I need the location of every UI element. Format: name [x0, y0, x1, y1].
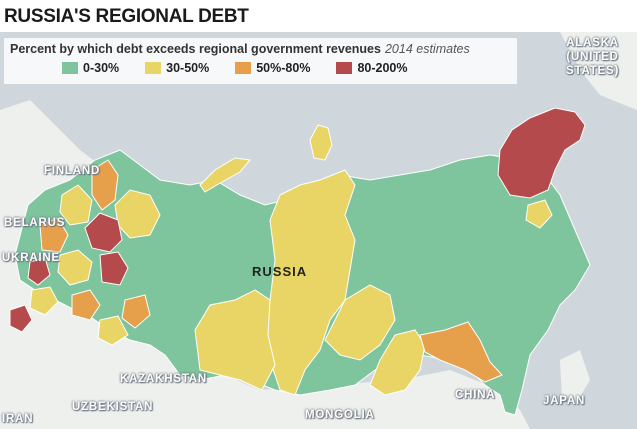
label-japan: JAPAN — [543, 395, 586, 407]
region-red-w3 — [99, 251, 129, 286]
legend-heading: Percent by which debt exceeds regional g… — [10, 42, 511, 56]
legend-swatch-red — [336, 62, 353, 74]
label-finland: FINLAND — [44, 165, 101, 177]
region-yellow-w9 — [97, 315, 129, 346]
legend-item: 0-30% — [62, 61, 119, 75]
legend-label: 50%-80% — [256, 61, 311, 75]
legend-swatch-orange — [235, 62, 252, 74]
legend-label: 0-30% — [83, 61, 120, 75]
region-orange-w8 — [121, 294, 151, 329]
label-mongolia: MONGOLIA — [305, 409, 375, 421]
region-orange-w1 — [39, 217, 69, 253]
legend: Percent by which debt exceeds regional g… — [4, 38, 517, 84]
label-belarus: BELARUS — [4, 217, 66, 229]
region-red-chukotka — [497, 107, 586, 199]
region-yellow-westsib — [194, 289, 276, 391]
label-alaska: ALASKA (UNITED STATES) — [566, 36, 619, 78]
region-yellow-w6 — [29, 286, 59, 316]
region-yellow-severnaya — [309, 124, 333, 161]
land-europe-asia — [0, 120, 530, 429]
label-china: CHINA — [455, 389, 496, 401]
label-kazakhstan: KAZAKHSTAN — [120, 373, 208, 385]
legend-item: 50%-80% — [235, 61, 310, 75]
land-alaska — [560, 32, 637, 110]
legend-label: 80-200% — [357, 61, 408, 75]
label-uzbekistan: UZBEKISTAN — [72, 401, 154, 413]
legend-item: 80-200% — [336, 61, 407, 75]
legend-note: 2014 estimates — [384, 42, 470, 56]
label-alaska-line3: STATES) — [566, 65, 620, 77]
region-red-w5 — [27, 257, 51, 286]
figure-title: RUSSIA'S REGIONAL DEBT — [4, 6, 249, 27]
russia-regional-debt-map — [0, 32, 637, 429]
region-yellow-chukotka-coast — [525, 199, 553, 229]
label-ukraine: UKRAINE — [2, 252, 60, 264]
label-iran: IRAN — [2, 413, 34, 425]
region-orange-amur — [419, 321, 503, 383]
legend-heading-text: Percent by which debt exceeds regional g… — [10, 42, 381, 56]
region-yellow-w2 — [57, 249, 93, 286]
legend-swatch-green — [62, 62, 78, 74]
label-alaska-line1: ALASKA — [566, 37, 619, 49]
legend-label: 30-50% — [166, 61, 210, 75]
region-red-w7 — [9, 304, 33, 333]
region-red-vologda — [84, 212, 123, 253]
legend-items: 0-30% 30-50% 50%-80% 80-200% — [10, 61, 511, 75]
land-japan — [560, 350, 590, 405]
region-yellow-novaya-zemlya — [199, 157, 251, 193]
region-orange-w4 — [71, 289, 101, 321]
legend-swatch-yellow — [145, 62, 162, 74]
region-yellow-zabaikal — [369, 329, 426, 396]
region-yellow-irkutsk — [324, 284, 396, 361]
label-alaska-line2: (UNITED — [566, 51, 619, 63]
label-russia: RUSSIA — [252, 264, 308, 279]
legend-item: 30-50% — [145, 61, 209, 75]
region-yellow-arkhangelsk — [114, 189, 161, 239]
region-yellow-murmansk — [59, 184, 93, 226]
region-orange-karelia — [91, 159, 119, 211]
